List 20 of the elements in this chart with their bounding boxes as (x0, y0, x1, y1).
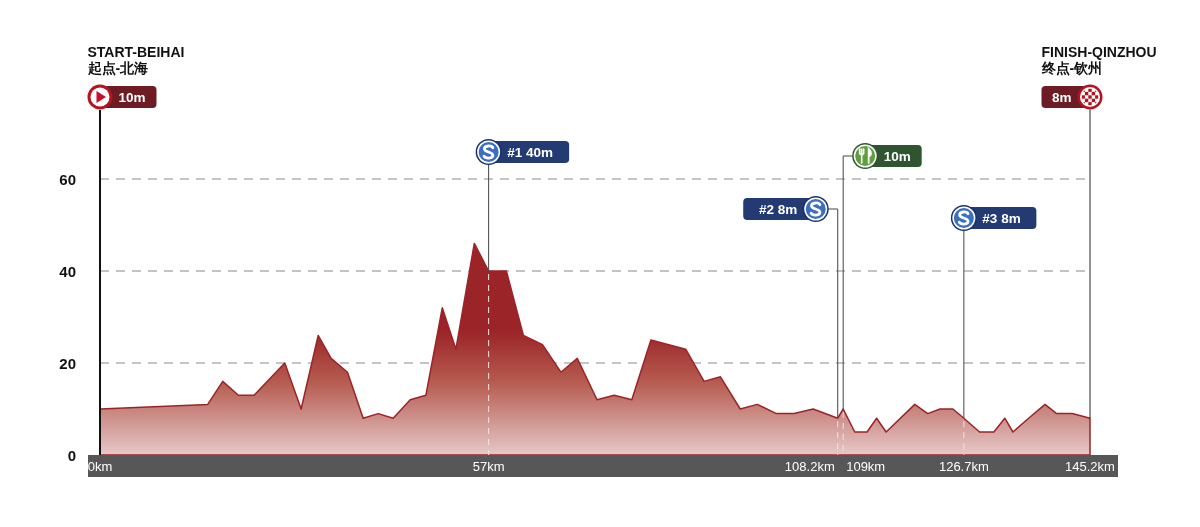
text: 终点-钦州 (1040, 60, 1103, 76)
y-tick-label: 20 (59, 354, 76, 372)
ref-line-label: 10m (883, 148, 911, 164)
annotation: 108.2km (784, 458, 835, 474)
x-tick-label: 145.2km (1065, 458, 1115, 474)
x-tick-label: 126.7km (938, 458, 989, 474)
ref-line-label: #2 8m (758, 201, 798, 217)
x-tick-label: 57km (472, 458, 505, 474)
text: 起点-北海 (86, 60, 149, 76)
y-tick-label: 40 (59, 262, 76, 280)
y-tick-label: 0 (67, 446, 76, 464)
ref-line-label: #3 8m (982, 210, 1021, 226)
ref-line-label: 8m (1051, 89, 1072, 105)
annotation: 109km (846, 458, 886, 474)
text: START-BEIHAI (87, 44, 185, 60)
y-tick-label: 60 (59, 170, 76, 188)
ref-line-label: #1 40m (507, 144, 553, 160)
x-tick-label: 0km (87, 458, 113, 474)
text: FINISH-QINZHOU (1041, 44, 1157, 60)
text: 10m (118, 89, 146, 105)
